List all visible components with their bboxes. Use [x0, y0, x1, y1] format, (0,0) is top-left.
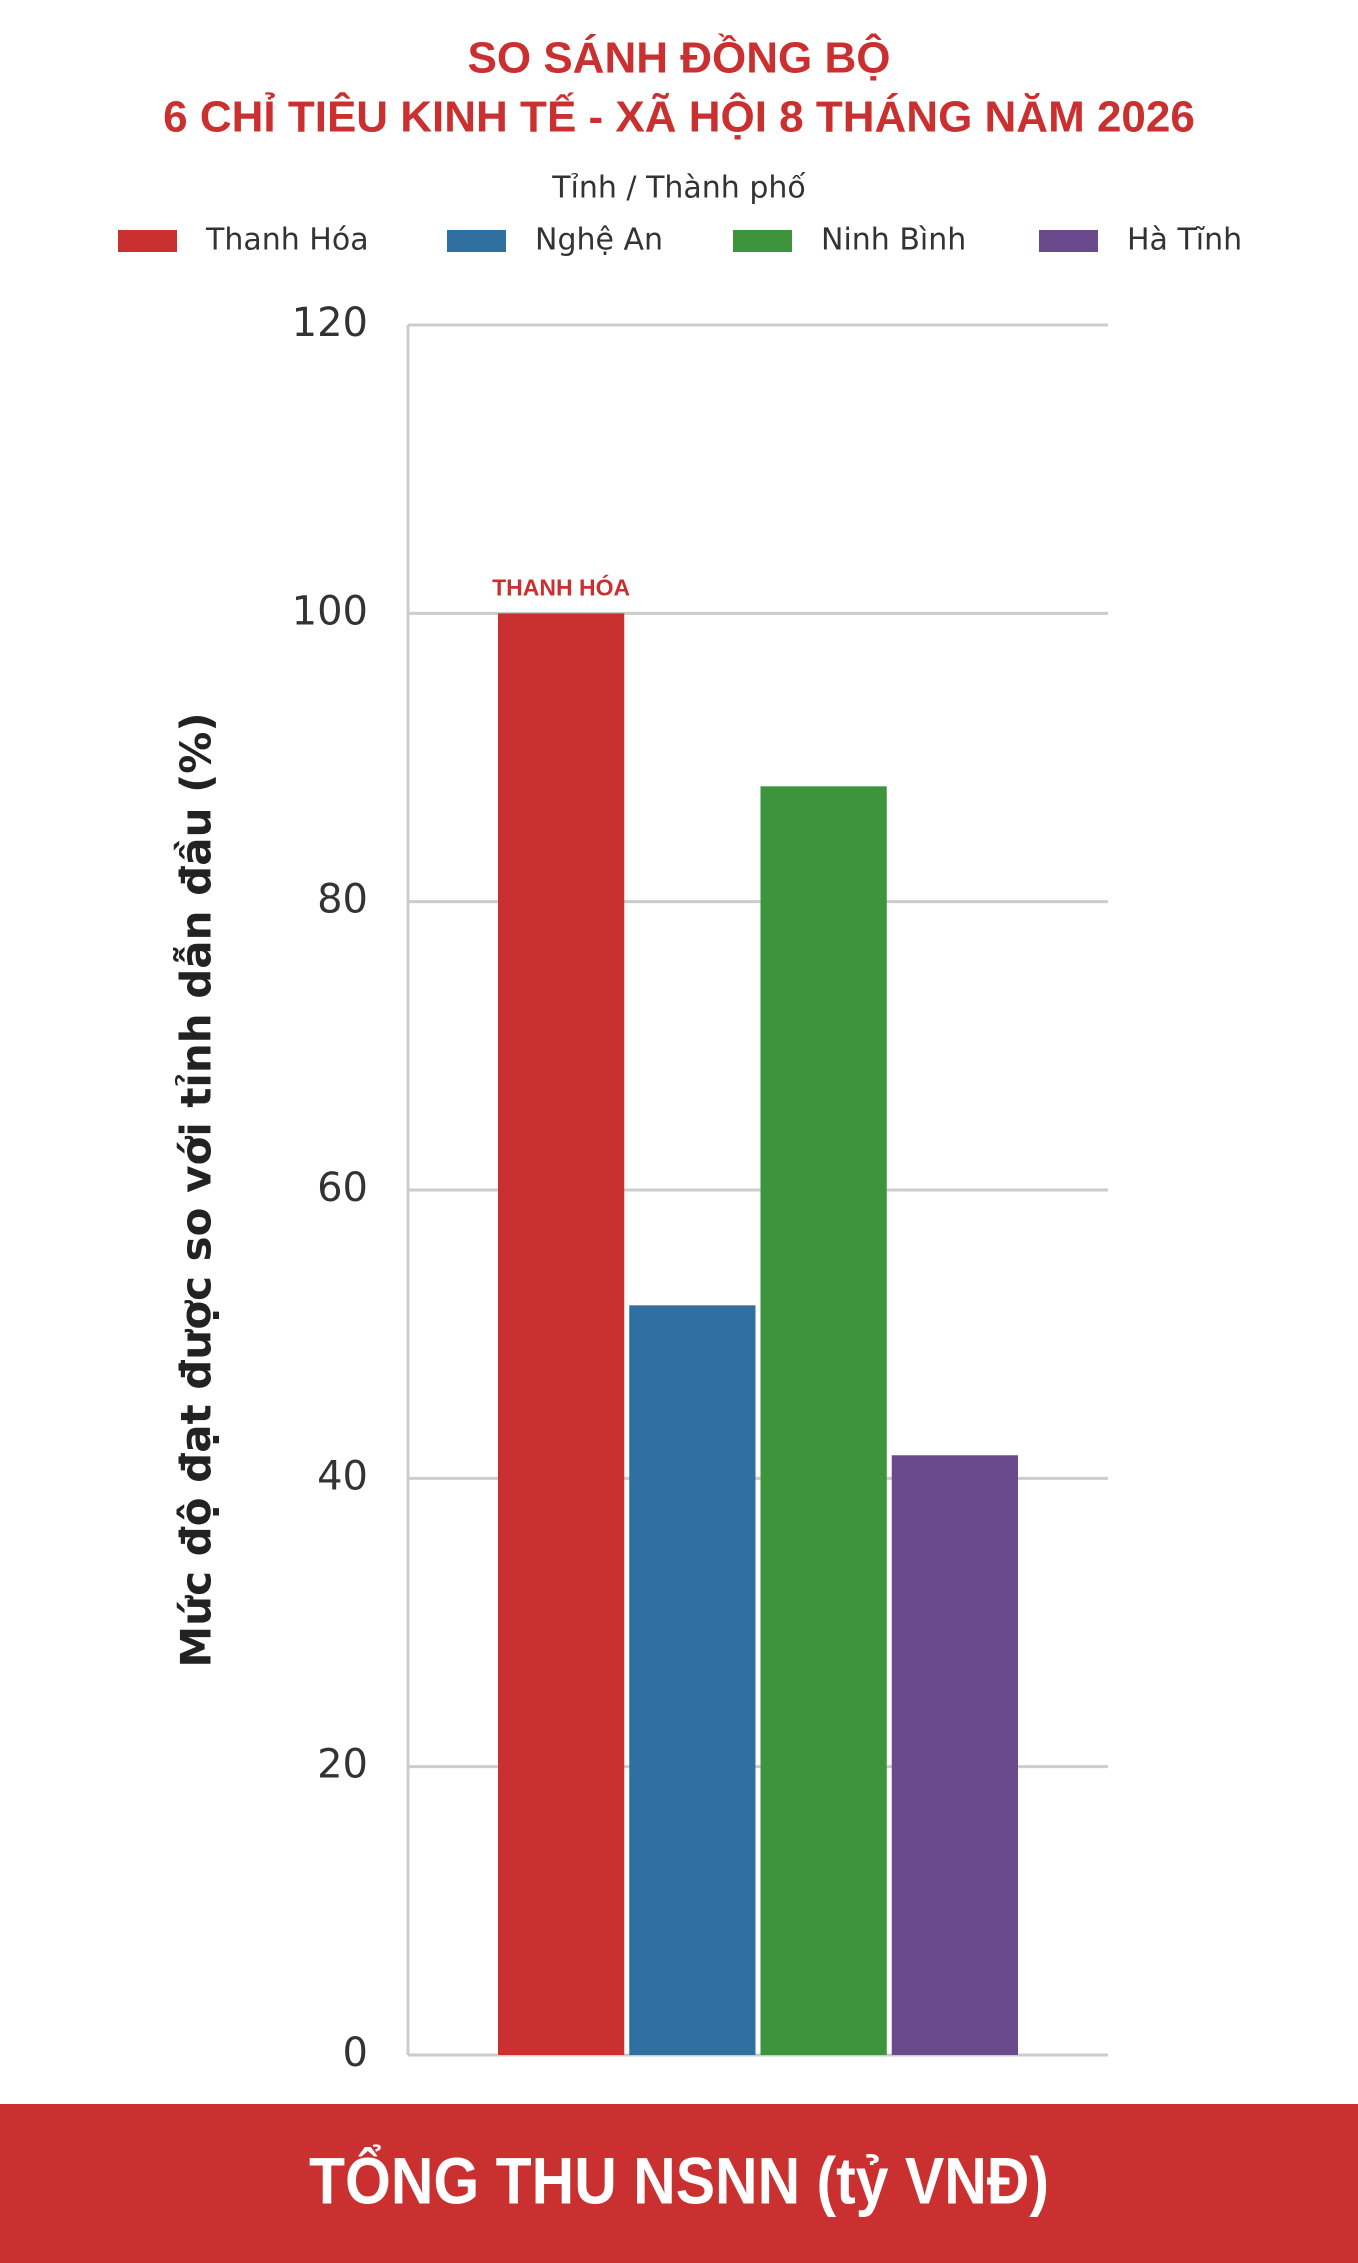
legend-swatch [1039, 230, 1098, 252]
bar [498, 613, 625, 2056]
legend-label: Hà Tĩnh [1127, 223, 1242, 258]
y-axis-label: Mức độ đạt được so với tỉnh dẫn đầu (%) [172, 712, 221, 1667]
y-tick-label: 100 [292, 588, 368, 634]
bar [891, 1455, 1018, 2055]
bar-annotation: THANH HÓA [492, 573, 630, 600]
y-tick-label: 120 [292, 300, 368, 346]
legend-title: Tỉnh / Thành phố [551, 171, 806, 206]
y-tick-label: 40 [317, 1453, 368, 1499]
y-tick-label: 60 [317, 1165, 368, 1211]
x-axis-label: TỔNG THU NSNN (tỷ VNĐ) [309, 2143, 1049, 2217]
legend-swatch [447, 230, 506, 252]
bar [760, 786, 887, 2056]
legend-label: Ninh Bình [821, 223, 966, 258]
legend-swatch [118, 230, 177, 252]
legend-swatch [733, 230, 792, 252]
y-tick-label: 20 [317, 1742, 368, 1788]
chart-title: 6 CHỈ TIÊU KINH TẾ - XÃ HỘI 8 THÁNG NĂM … [163, 91, 1195, 142]
legend-label: Nghệ An [535, 223, 663, 258]
legend-label: Thanh Hóa [205, 223, 369, 258]
y-tick-label: 80 [317, 877, 368, 923]
footer-band [0, 2104, 1358, 2263]
bar [629, 1305, 756, 2055]
y-tick-label: 0 [343, 2030, 368, 2076]
chart-title: SO SÁNH ĐỒNG BỘ [468, 32, 891, 83]
